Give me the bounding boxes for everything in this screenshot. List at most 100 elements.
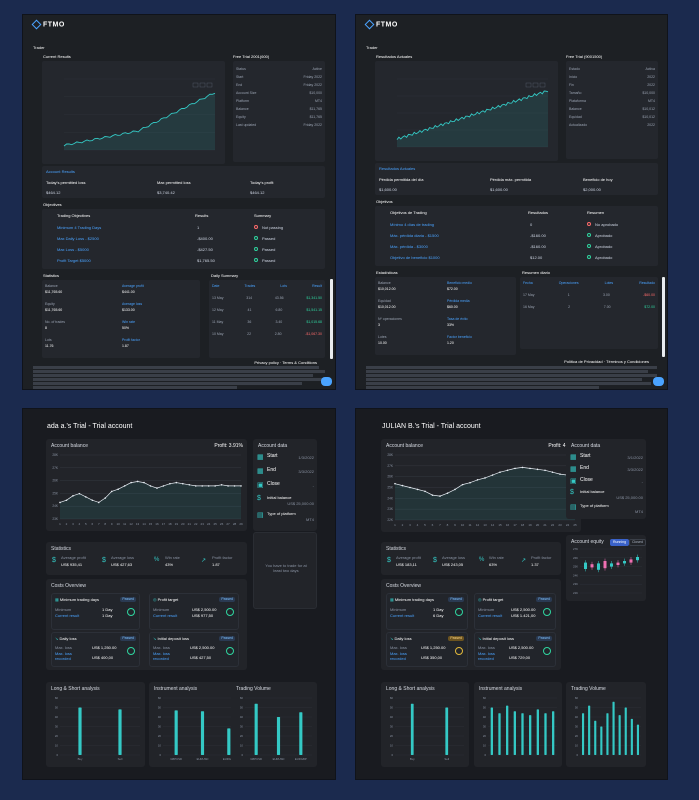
y-tick-label: 60 — [483, 696, 487, 700]
footer-links[interactable]: Privacy policy · Terms & Conditions — [254, 360, 317, 365]
account-info-panel: Estado Activa Inicio 2022 Fin 2022 Tamaño $1… — [566, 61, 658, 159]
progress-ring — [226, 608, 234, 616]
long-short-chart: 60 50 40 30 20 10 0 Buy Sell — [55, 696, 140, 761]
ftmo-logo[interactable]: FTMO — [31, 19, 65, 30]
data-point — [91, 499, 94, 502]
chat-icon[interactable] — [321, 377, 332, 386]
trend-down-icon: ↘ — [153, 636, 158, 641]
data-point — [85, 496, 87, 498]
data-point — [240, 485, 242, 487]
data-point — [59, 501, 61, 504]
obj-row-name[interactable]: Max Daily Loss - $2500 — [57, 236, 99, 241]
x-tick-label: Sell — [444, 757, 449, 761]
account-balance-card: Account balance Profit: 3.91% 28K 27K 26K 2… — [46, 439, 247, 531]
obj-row-name[interactable]: Mínimo 4 días de trading — [390, 222, 435, 227]
y-tick-label: 10 — [55, 744, 59, 748]
scrollbar[interactable] — [330, 279, 333, 359]
y-tick-label: 60 — [390, 696, 394, 700]
cost-current-label: Max. loss recorded — [478, 651, 495, 661]
daily-summary-title: Resumen diario — [522, 270, 551, 275]
end-value: 3/3/2022 — [298, 469, 314, 474]
obj-row-status: Passed — [262, 236, 276, 241]
closed-toggle[interactable]: Closed — [629, 539, 646, 546]
obj-row-status: Aprobado — [595, 233, 613, 238]
scrollbar[interactable] — [662, 277, 665, 357]
x-tick-label: 15 — [498, 523, 502, 527]
ftmo-logo[interactable]: FTMO — [364, 19, 398, 30]
x-tick-label: 4 — [79, 522, 81, 526]
x-tick-label: 16 — [506, 523, 510, 527]
candle — [623, 561, 626, 564]
y-tick-label: 60 — [55, 696, 59, 700]
progress-ring — [127, 608, 135, 616]
data-point — [551, 471, 554, 474]
y-tick-label: 50 — [390, 706, 394, 710]
data-point — [175, 481, 178, 484]
candle — [584, 562, 587, 569]
y-tick-label: 20 — [240, 734, 244, 738]
cost-current-value: US$ 977,50 — [192, 613, 214, 618]
tab-trader[interactable]: Trader — [33, 45, 45, 50]
x-tick-label: 13 — [483, 523, 487, 527]
statistics-panel: Balance $11,765.60 Equity $11,765.60 No.… — [42, 280, 200, 358]
statistics-card: Statistics $ Average profit US$ 183,11 $… — [381, 542, 561, 575]
footer-links[interactable]: Política de Privacidad · Términos y Cond… — [564, 359, 649, 364]
progress-ring — [543, 647, 551, 655]
data-point — [214, 485, 216, 487]
today-profit-label: Today's profit — [250, 180, 274, 185]
y-tick-label: 50 — [55, 706, 59, 710]
obj-row-name[interactable]: Minimum 4 Trading Days — [57, 225, 102, 230]
obj-row-name[interactable]: Máx. pérdida - $3000 — [390, 244, 428, 249]
obj-row-name[interactable]: Profit Target $5000 — [57, 258, 91, 263]
x-tick-label: 14 — [491, 523, 495, 527]
status-badge: Passed — [219, 597, 235, 602]
data-point — [143, 481, 145, 484]
bar — [227, 728, 231, 755]
y-tick-label: 28K — [52, 453, 59, 457]
page-title: JULIAN B.'s Trial - Trial account — [382, 423, 481, 430]
cost-current-value: US$ 400,00 — [92, 655, 114, 660]
statistics-panel: Balance $10,012.00 Equidad $10,012.00 Nº… — [375, 277, 516, 355]
y-tick-label: 26K — [52, 479, 59, 483]
status-badge: Passed — [536, 597, 552, 602]
check-icon — [254, 258, 258, 262]
y-tick-label: 0 — [56, 753, 58, 757]
y-tick-label: 0 — [391, 753, 393, 757]
costs-overview-card: Costs Overview ▦ Minimum trading days Pa… — [46, 579, 247, 670]
profit-factor-value: 1.87 — [212, 562, 220, 567]
bar — [618, 715, 621, 755]
chat-icon[interactable] — [653, 377, 664, 386]
bar — [498, 713, 501, 755]
obj-row-name[interactable]: Max Loss - $5000 — [57, 247, 89, 252]
running-toggle[interactable]: Running — [610, 539, 630, 546]
y-tick-label: 23K — [52, 517, 59, 521]
candle — [590, 564, 594, 568]
data-point — [207, 485, 210, 487]
bar — [588, 705, 591, 755]
bar — [630, 718, 633, 755]
obj-row-name[interactable]: Máx. pérdida diaria - $1500 — [390, 233, 439, 238]
x-tick-label: 21 — [188, 522, 192, 526]
ftmo-spanish-screen: FTMO Trader Resultados Actuales Free Tri… — [355, 14, 668, 390]
y-tick-label: 22K — [387, 518, 394, 522]
obj-header-result: Resultados — [528, 210, 549, 215]
cost-sub-label: Minimum — [153, 607, 170, 612]
cost-sub-label: Max. loss — [478, 645, 495, 650]
data-point — [194, 485, 197, 487]
data-point — [65, 499, 68, 502]
equity-candle-chart: 27K 26K 25K 24K 23K 22K — [573, 547, 642, 595]
y-tick-label: 30 — [55, 725, 59, 729]
tab-trader[interactable]: Trader — [366, 45, 378, 50]
data-point — [454, 488, 456, 491]
profit-target-card: ◎ Profit target Passed Minimum US$ 2,500… — [474, 593, 556, 630]
y-tick-label: 20 — [483, 734, 487, 738]
cost-current-value: US$ 729,00 — [509, 655, 531, 660]
obj-header-objective: Trading Objectives — [57, 213, 91, 218]
platform-value: MT4 — [306, 517, 314, 522]
obj-row-name[interactable]: Objetivo de beneficio $1000 — [390, 255, 440, 260]
x-tick-label: 10 — [117, 522, 121, 526]
calendar-icon: ▦ — [257, 454, 264, 461]
obj-row-status: Aprobado — [595, 255, 613, 260]
y-tick-label: 27K — [52, 466, 59, 470]
